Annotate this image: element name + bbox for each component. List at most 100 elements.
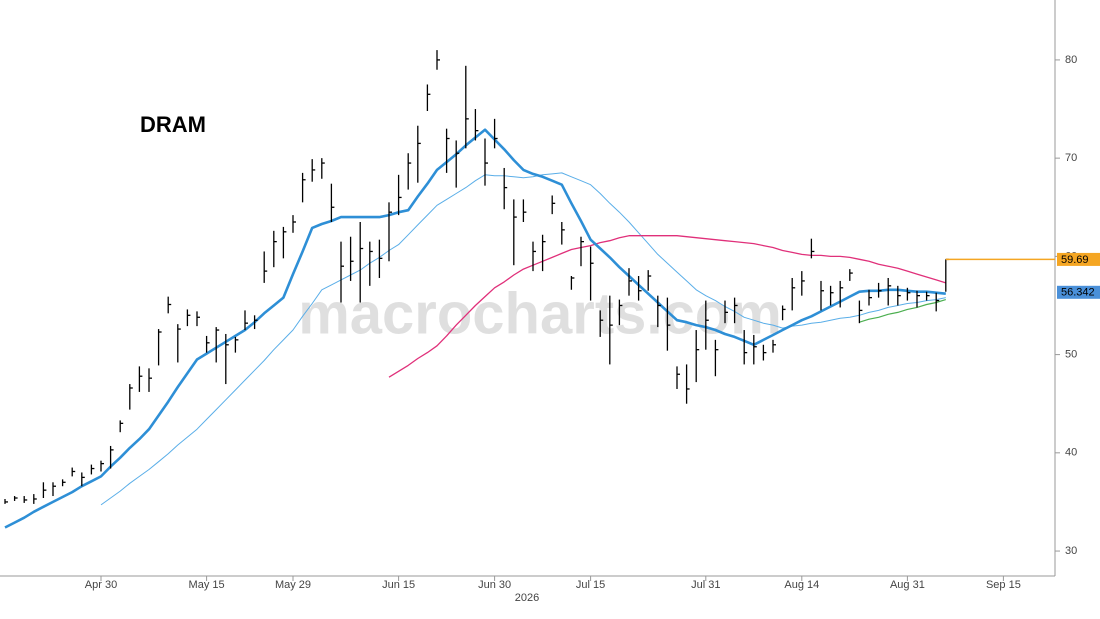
moving-average-line: [100, 172, 946, 506]
x-tick-label: May 15: [189, 579, 225, 591]
price-bar: [657, 295, 661, 328]
price-bar: [484, 138, 488, 186]
price-bar: [177, 324, 181, 363]
price-bar: [100, 460, 104, 472]
price-bar: [186, 309, 191, 327]
price-bar: [138, 366, 143, 392]
price-bar: [628, 268, 632, 296]
price-bar: [81, 472, 85, 487]
price-bar: [196, 311, 200, 327]
price-bar: [772, 339, 776, 353]
price-bar: [4, 498, 8, 504]
price-bar: [157, 329, 162, 366]
price-bar: [13, 496, 18, 501]
price-bar: [349, 236, 354, 281]
price-bar: [465, 65, 469, 149]
price-bar: [868, 289, 872, 306]
price-bar: [369, 241, 373, 286]
price-bar: [436, 50, 440, 70]
y-tick-label: 30: [1065, 545, 1077, 557]
y-tick-label: 50: [1065, 349, 1077, 361]
y-tick-label: 80: [1065, 54, 1077, 66]
price-bar: [33, 494, 37, 504]
price-bar: [685, 364, 690, 404]
price-bar: [292, 215, 296, 233]
price-bar: [561, 221, 565, 245]
price-bar: [589, 246, 594, 301]
price-bar: [695, 330, 700, 383]
price-bar: [503, 167, 508, 210]
price-bar: [522, 199, 527, 222]
price-bar: [724, 300, 728, 324]
price-bar: [244, 310, 248, 331]
price-bar: [513, 199, 517, 266]
price-bar: [935, 292, 940, 312]
price-bar: [23, 496, 28, 503]
price-bar: [426, 84, 431, 111]
price-bar: [541, 234, 546, 272]
price-bar: [599, 310, 604, 337]
price-bar: [609, 295, 613, 365]
price-bar: [273, 230, 277, 268]
price-bar: [234, 336, 239, 353]
x-tick-label: Apr 30: [85, 579, 117, 591]
x-axis-label: 2026: [515, 592, 539, 604]
moving-average-line: [388, 235, 946, 378]
price-bar: [714, 339, 719, 377]
x-tick-label: Sep 15: [986, 579, 1021, 591]
price-bar: [263, 251, 268, 283]
price-bar: [906, 287, 911, 301]
price-bar: [167, 296, 172, 314]
price-bar: [407, 153, 412, 190]
price-bar: [762, 344, 767, 361]
chart-title: DRAM: [140, 112, 206, 137]
price-bar: [791, 277, 796, 311]
moving-average-line: [859, 299, 946, 323]
price-bar: [839, 280, 844, 308]
price-bar: [637, 276, 642, 301]
price-bar: [570, 276, 575, 290]
price-bar: [551, 195, 556, 215]
x-tick-label: Aug 31: [890, 579, 925, 591]
price-bar: [301, 172, 306, 203]
price-bar: [455, 140, 460, 188]
price-bar: [119, 420, 124, 433]
price-bar: [148, 368, 152, 392]
price-bar: [781, 305, 786, 321]
price-bar: [109, 445, 114, 469]
price-bar: [330, 183, 335, 222]
price-bar: [253, 315, 258, 330]
price-bar: [321, 158, 325, 179]
price-bar: [705, 300, 709, 350]
price-bar: [829, 285, 834, 306]
price-bar: [359, 221, 364, 303]
price-bar: [618, 299, 623, 326]
price-bar: [897, 285, 901, 306]
price-bar: [445, 128, 450, 173]
price-bar: [90, 464, 95, 475]
price-bar: [282, 226, 287, 259]
price-bar: [887, 277, 892, 306]
price-bar: [532, 241, 536, 272]
price-bar: [52, 482, 56, 497]
price-bar: [129, 384, 133, 410]
price-bar: [647, 270, 652, 291]
price-bar: [801, 271, 805, 296]
y-tick-label: 70: [1065, 152, 1077, 164]
price-bar: [810, 238, 815, 259]
price-bar: [42, 482, 47, 499]
price-bar: [215, 327, 220, 363]
price-bar: [397, 174, 402, 216]
price-bar: [580, 236, 584, 267]
price-bar: [417, 125, 421, 183]
price-bar: [858, 300, 863, 324]
x-tick-label: Jul 31: [691, 579, 720, 591]
price-bar: [378, 239, 383, 278]
price-label: 56.342: [1061, 287, 1095, 299]
x-tick-label: May 29: [275, 579, 311, 591]
price-bar: [925, 291, 930, 301]
price-bar: [753, 334, 757, 365]
price-label: 59.69: [1061, 254, 1089, 266]
